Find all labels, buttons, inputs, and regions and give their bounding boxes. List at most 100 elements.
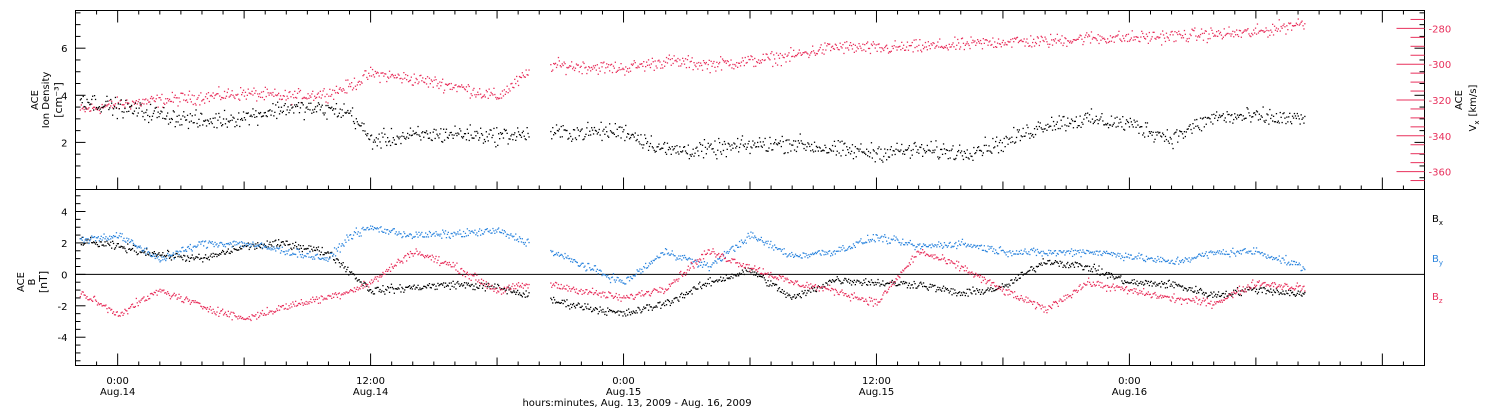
bx-series-point xyxy=(1259,287,1261,289)
by-series-point xyxy=(720,260,723,262)
by-series-point xyxy=(327,260,329,262)
vx-series-point xyxy=(257,93,259,95)
vx-series-point xyxy=(1161,44,1163,46)
vx-series-point xyxy=(1034,41,1037,44)
vx-series-point xyxy=(1031,46,1033,48)
bx-series-point xyxy=(577,302,579,304)
density-series-point xyxy=(285,114,287,116)
by-series-point xyxy=(342,244,344,246)
bx-series-point xyxy=(519,294,522,296)
bx-series-point xyxy=(596,308,598,310)
vx-series-point xyxy=(552,69,554,71)
by-series-point xyxy=(192,246,194,248)
bx-series-point xyxy=(667,299,670,301)
by-series-point xyxy=(574,260,577,262)
by-series-point xyxy=(562,256,564,258)
by-series-point xyxy=(704,264,707,266)
bx-series-point xyxy=(946,288,948,290)
bx-series-point xyxy=(982,293,984,295)
vx-series-point xyxy=(163,102,165,104)
vx-series-point xyxy=(909,45,911,47)
density-series-point xyxy=(799,133,801,135)
density-series-point xyxy=(581,128,583,130)
bx-series-point xyxy=(144,251,146,253)
density-series-point xyxy=(736,145,738,147)
vx-series-point xyxy=(1029,45,1031,47)
bx-series-point xyxy=(1239,290,1242,292)
bx-series-point xyxy=(839,280,841,282)
bx-series-point xyxy=(1040,262,1042,264)
vx-series-point xyxy=(167,98,169,100)
bx-series-point xyxy=(259,246,261,248)
density-series-point xyxy=(441,140,443,143)
vx-series-point xyxy=(166,102,168,104)
bx-series-point xyxy=(398,288,400,290)
density-series-point xyxy=(320,106,322,108)
vx-series-point xyxy=(1110,40,1113,42)
bx-series-point xyxy=(836,276,838,278)
density-series-point xyxy=(121,111,123,113)
density-series-point xyxy=(1180,131,1183,133)
by-series-point xyxy=(939,246,941,248)
vx-series-point xyxy=(582,61,584,63)
by-series-point xyxy=(813,253,816,255)
by-series-point xyxy=(206,246,209,249)
by-series-point xyxy=(394,233,396,235)
density-series-point xyxy=(553,134,555,136)
bx-series-point xyxy=(653,306,655,308)
bx-series-point xyxy=(891,279,893,282)
bx-series-point xyxy=(658,302,660,304)
density-series-point xyxy=(1259,118,1261,120)
vx-series-point xyxy=(475,96,477,98)
density-series-point xyxy=(162,117,164,119)
density-series-point xyxy=(1292,117,1295,119)
vx-series-point xyxy=(517,84,520,87)
vx-series-point xyxy=(214,94,216,97)
bx-series-point xyxy=(1220,294,1223,297)
by-series-point xyxy=(288,249,290,251)
density-series-point xyxy=(490,129,492,131)
by-series-point xyxy=(730,247,732,249)
density-series-point xyxy=(1058,115,1060,117)
vx-series-point xyxy=(699,65,701,67)
vx-series-point xyxy=(386,80,388,83)
right-ytick-label: -340 xyxy=(1429,132,1452,143)
density-series-point xyxy=(1224,117,1226,119)
vx-series-point xyxy=(435,79,437,81)
by-series-point xyxy=(152,253,155,256)
by-series-point xyxy=(793,256,795,258)
density-series-point xyxy=(957,151,959,153)
vx-series-point xyxy=(458,85,460,87)
vx-series-point xyxy=(830,46,833,48)
bx-series-point xyxy=(356,280,358,282)
vx-series-point xyxy=(413,73,415,75)
vx-series-point xyxy=(780,65,782,67)
density-series-point xyxy=(378,133,380,135)
density-series-point xyxy=(455,132,457,135)
density-series-point xyxy=(661,147,663,149)
vx-series-point xyxy=(229,95,231,97)
density-series-point xyxy=(170,117,173,120)
bx-series-point xyxy=(335,258,338,260)
density-series-point xyxy=(342,115,344,117)
density-series-point xyxy=(669,148,671,150)
by-series-point xyxy=(188,247,191,250)
vx-series-point xyxy=(1047,43,1049,45)
by-series-point xyxy=(212,243,214,245)
vx-series-point xyxy=(172,101,174,103)
bx-series-point xyxy=(608,310,610,313)
by-series-point xyxy=(236,244,238,246)
density-series-point xyxy=(687,144,689,146)
vx-series-point xyxy=(594,64,597,67)
density-series-point xyxy=(810,150,812,152)
vx-series-point xyxy=(1174,31,1176,33)
by-series-point xyxy=(674,255,676,257)
density-series-point xyxy=(620,137,622,139)
vx-series-point xyxy=(1149,40,1151,42)
vx-series-point xyxy=(1138,40,1140,42)
vx-series-point xyxy=(503,89,505,91)
by-series-point xyxy=(551,251,553,253)
by-series-point xyxy=(624,283,626,285)
vx-series-point xyxy=(434,76,436,78)
vx-series-point xyxy=(867,47,870,50)
